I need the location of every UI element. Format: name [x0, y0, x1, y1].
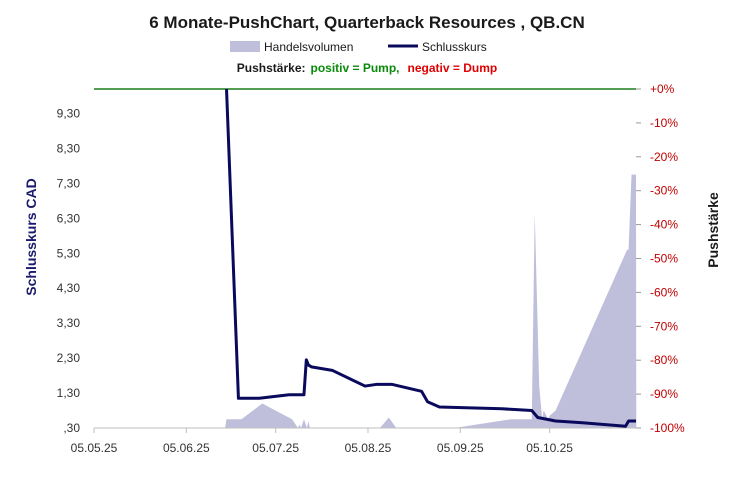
- y-left-tick-label: 1,30: [57, 386, 81, 400]
- x-axis-ticks: 05.05.25 05.06.25 05.07.25 05.08.25 05.09.25…: [71, 428, 573, 455]
- volume-area: [225, 174, 637, 428]
- legend-volume-label: Handelsvolumen: [264, 40, 353, 54]
- y-axis-right-label: Pushstärke: [705, 192, 721, 268]
- y-right-tick-label: +0%: [650, 82, 675, 96]
- y-axis-left-label: Schlusskurs CAD: [23, 178, 39, 295]
- legend-close-label: Schlusskurs: [422, 40, 487, 54]
- y-right-tick-label: -10%: [650, 116, 678, 130]
- y-left-tick-label: 2,30: [57, 351, 81, 365]
- y-right-tick-label: -60%: [650, 285, 678, 299]
- y-axis-right-ticks: +0% -10% -20% -30% -40% -50% -60% -70% -80% -90% -…: [636, 82, 685, 435]
- y-right-tick-label: -40%: [650, 218, 678, 232]
- pushstaerke-label: Pushstärke:: [237, 61, 306, 75]
- y-left-tick-label: 9,30: [57, 106, 81, 120]
- pushstaerke-negative: negativ = Dump: [408, 61, 498, 75]
- pushstaerke-legend: Pushstärke: positiv = Pump, negativ = Dump: [237, 61, 497, 75]
- y-left-tick-label: 5,30: [57, 246, 81, 260]
- x-tick-label: 05.07.25: [252, 441, 299, 455]
- x-tick-label: 05.09.25: [437, 441, 484, 455]
- y-axis-left-ticks: ,30 1,30 2,30 3,30 4,30 5,30 6,30 7,30 8,30 9,30: [57, 106, 81, 435]
- y-right-tick-label: -30%: [650, 184, 678, 198]
- x-tick-label: 05.08.25: [345, 441, 392, 455]
- y-right-tick-label: -20%: [650, 150, 678, 164]
- close-price-line: [225, 88, 636, 428]
- y-left-tick-label: 6,30: [57, 211, 81, 225]
- y-left-tick-label: 7,30: [57, 176, 81, 190]
- y-right-tick-label: -50%: [650, 252, 678, 266]
- x-tick-label: 05.06.25: [163, 441, 210, 455]
- legend-volume-swatch: [230, 41, 260, 52]
- y-right-tick-label: -80%: [650, 353, 678, 367]
- y-left-tick-label: ,30: [63, 421, 80, 435]
- y-right-tick-label: -90%: [650, 387, 678, 401]
- x-tick-label: 05.05.25: [71, 441, 118, 455]
- y-left-tick-label: 4,30: [57, 281, 81, 295]
- pushstaerke-positive: positiv = Pump,: [311, 61, 400, 75]
- y-right-tick-label: -70%: [650, 319, 678, 333]
- y-right-tick-label: -100%: [650, 421, 685, 435]
- y-left-tick-label: 8,30: [57, 141, 81, 155]
- chart-title: 6 Monate-PushChart, Quarterback Resource…: [149, 13, 585, 32]
- x-tick-label: 05.10.25: [526, 441, 573, 455]
- y-left-tick-label: 3,30: [57, 316, 81, 330]
